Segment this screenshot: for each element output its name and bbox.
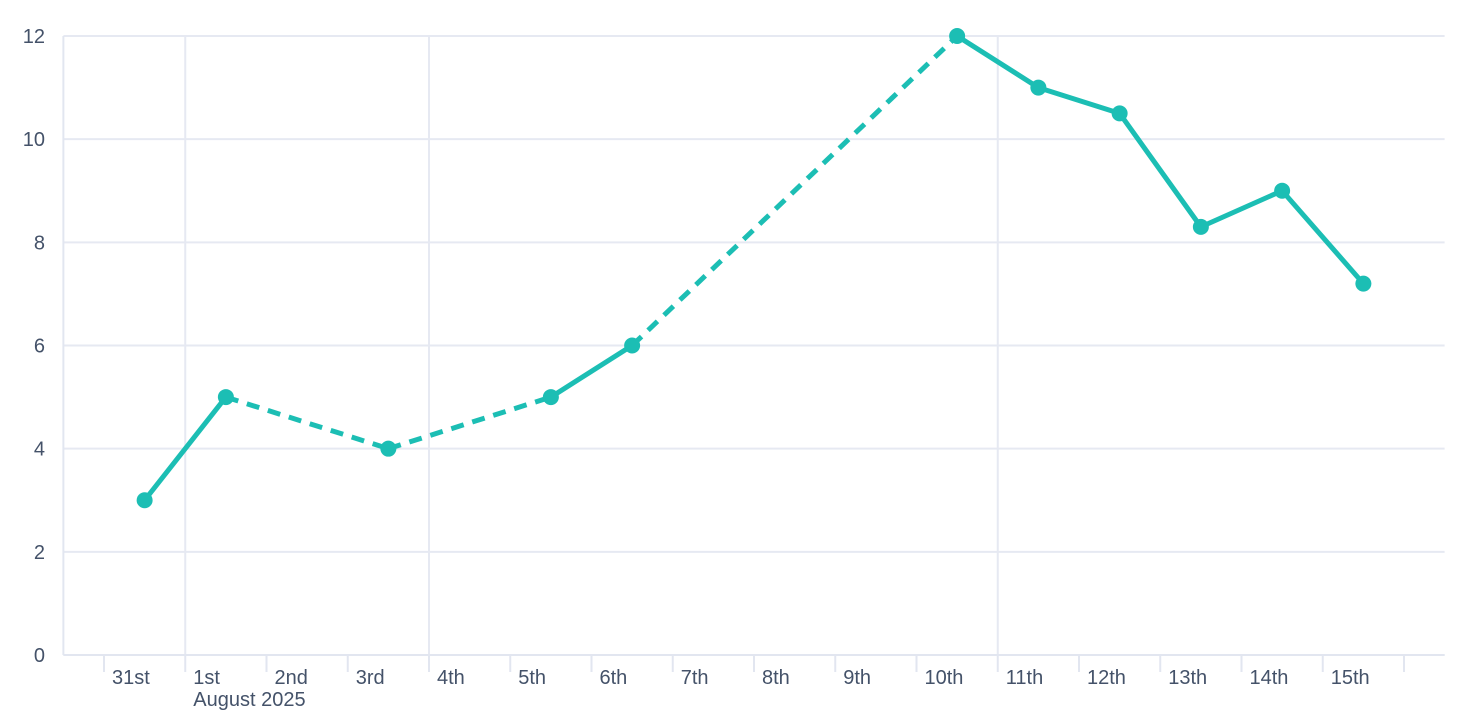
y-axis-tick-label: 4 (34, 439, 45, 461)
y-axis-tick-label: 8 (34, 232, 45, 254)
y-axis-tick-label: 6 (34, 336, 45, 358)
y-axis-tick-label: 2 (34, 542, 45, 564)
x-axis-tick-label: 6th (600, 667, 628, 689)
x-axis-tick-label: 5th (518, 667, 546, 689)
x-axis-tick-label: 31st (112, 667, 150, 689)
x-axis-tick-label: 7th (681, 667, 709, 689)
data-point-marker[interactable] (949, 28, 966, 44)
y-axis-tick-label: 0 (34, 645, 45, 667)
series-segment-solid (1198, 188, 1285, 230)
series-segment-solid (954, 33, 1041, 91)
x-axis-tick-label: 12th (1087, 667, 1126, 689)
x-axis-tick-label: 4th (437, 667, 465, 689)
x-axis-month-label: August 2025 (193, 689, 305, 711)
data-point-marker[interactable] (1355, 275, 1372, 292)
data-point-marker[interactable] (1111, 105, 1128, 122)
y-axis-tick-label: 10 (23, 129, 45, 151)
data-point-marker[interactable] (217, 389, 234, 406)
x-axis-tick-label: 11th (1006, 667, 1043, 689)
x-axis-tick-label: 10th (925, 667, 964, 689)
y-axis-tick-label: 12 (23, 26, 45, 48)
x-axis-tick-label: 3rd (356, 667, 385, 689)
series-segment-dashed (225, 394, 390, 452)
data-point-marker[interactable] (542, 389, 559, 406)
x-axis-tick-label: 9th (843, 667, 871, 689)
series-segment-solid (142, 394, 229, 503)
data-point-marker[interactable] (380, 440, 397, 457)
x-axis-tick-label: 14th (1250, 667, 1289, 689)
x-axis-tick-label: 8th (762, 667, 790, 689)
data-point-marker[interactable] (1192, 218, 1209, 235)
data-point-marker[interactable] (1030, 79, 1047, 96)
x-axis-tick-label: 2nd (275, 667, 308, 689)
x-axis-tick-label: 1st (193, 667, 220, 689)
series-segment-solid (1117, 110, 1204, 230)
x-axis-tick-label: 13th (1168, 667, 1207, 689)
x-axis-tick-label: 15th (1331, 667, 1370, 689)
series-segment-solid (1279, 188, 1366, 287)
series-segment-dashed (387, 394, 552, 452)
data-point-marker[interactable] (1274, 182, 1291, 199)
data-point-marker[interactable] (624, 337, 641, 354)
series-segment-dashed (630, 34, 959, 348)
series-segment-solid (1035, 85, 1123, 116)
series-segment-solid (548, 343, 635, 400)
data-point-marker[interactable] (136, 492, 153, 509)
